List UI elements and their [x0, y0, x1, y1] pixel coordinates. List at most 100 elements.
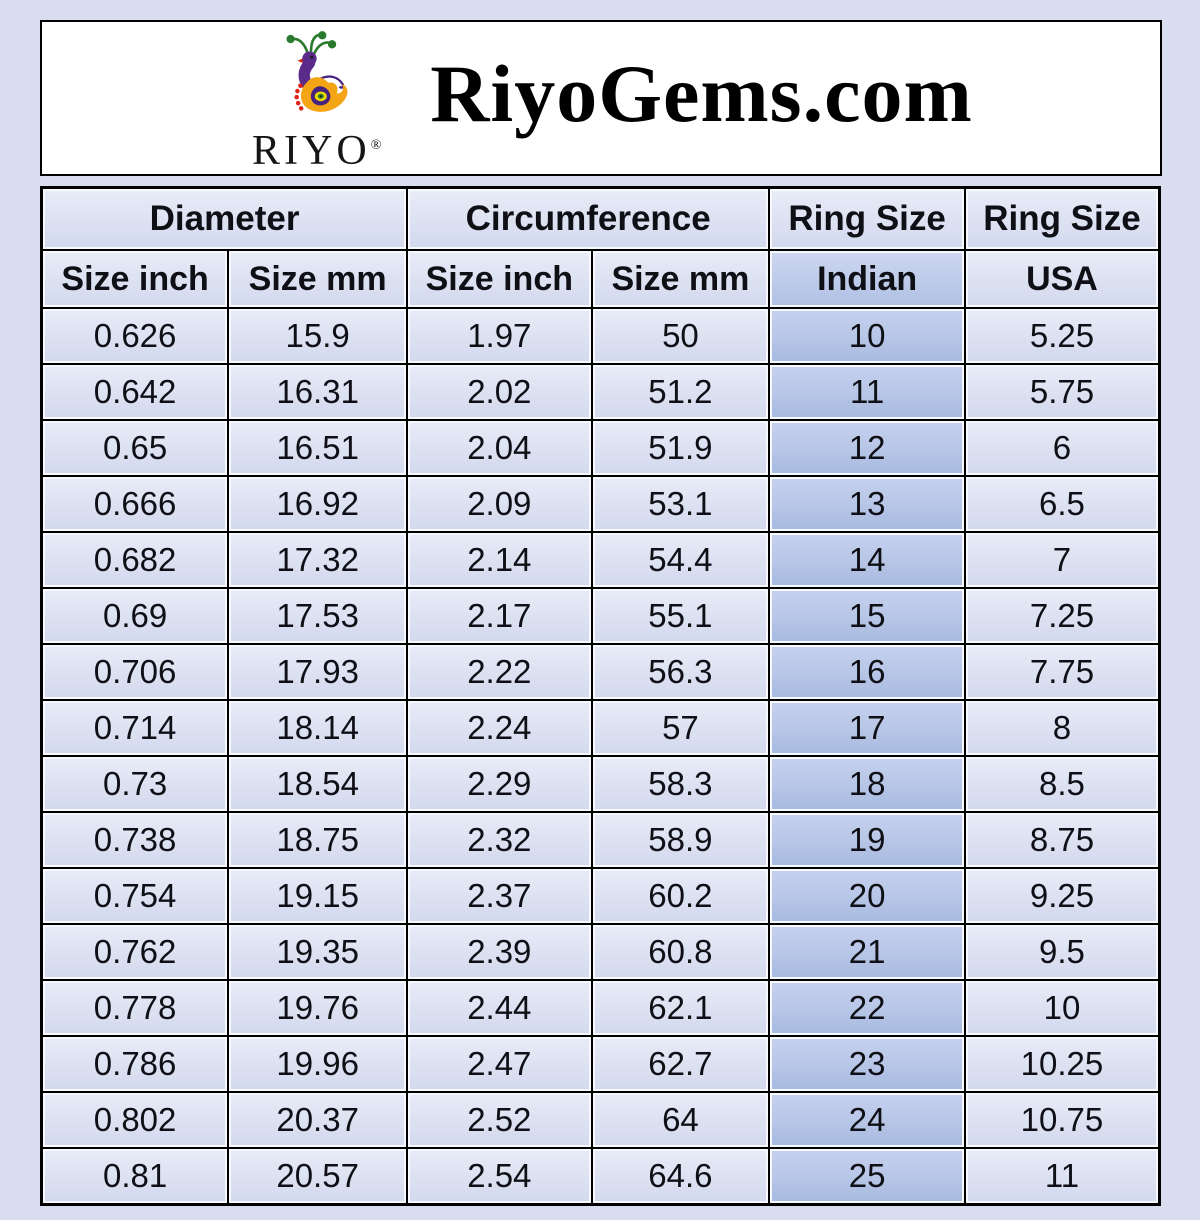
table-cell: 0.81	[40, 1147, 230, 1206]
logo-text: RIYO	[252, 128, 371, 174]
group-header-diameter: Diameter	[40, 186, 409, 251]
table-row: 0.73 18.54 2.29 58.3 18 8.5	[40, 755, 1161, 813]
table-cell: 60.8	[590, 923, 771, 981]
table-cell: 8.5	[963, 755, 1161, 813]
table-cell: 6.5	[963, 475, 1161, 533]
table-cell: 14	[768, 531, 966, 589]
table-cell: 16	[768, 643, 966, 701]
table-cell: 19.35	[227, 923, 409, 981]
table-cell: 55.1	[590, 587, 771, 645]
table-cell: 20.57	[227, 1147, 409, 1206]
table-cell: 19.96	[227, 1035, 409, 1093]
table-cell: 19.76	[227, 979, 409, 1037]
table-cell: 0.738	[40, 811, 230, 869]
table-cell: 58.3	[590, 755, 771, 813]
table-cell: 18.54	[227, 755, 409, 813]
table-row: 0.786 19.96 2.47 62.7 23 10.25	[40, 1035, 1161, 1093]
col-header-circumference-size-inch: Size inch	[406, 249, 593, 309]
table-cell: 56.3	[590, 643, 771, 701]
col-header-indian: Indian	[768, 249, 966, 309]
table-cell: 9.5	[963, 923, 1161, 981]
table-cell: 7	[963, 531, 1161, 589]
table-row: 0.738 18.75 2.32 58.9 19 8.75	[40, 811, 1161, 869]
table-header: Diameter Circumference Ring Size Ring Si…	[40, 186, 1161, 309]
table-cell: 2.09	[406, 475, 593, 533]
table-cell: 21	[768, 923, 966, 981]
table-cell: 0.754	[40, 867, 230, 925]
table-cell: 16.92	[227, 475, 409, 533]
table-cell: 19	[768, 811, 966, 869]
table-row: 0.666 16.92 2.09 53.1 13 6.5	[40, 475, 1161, 533]
table-cell: 8	[963, 699, 1161, 757]
table-cell: 0.626	[40, 307, 230, 365]
table-cell: 25	[768, 1147, 966, 1206]
col-header-diameter-size-inch: Size inch	[40, 249, 230, 309]
table-cell: 7.25	[963, 587, 1161, 645]
table-cell: 20	[768, 867, 966, 925]
table-cell: 20.37	[227, 1091, 409, 1149]
table-cell: 2.32	[406, 811, 593, 869]
site-title: RiyoGems.com	[430, 48, 973, 139]
table-cell: 0.762	[40, 923, 230, 981]
col-header-circumference-size-mm: Size mm	[590, 249, 771, 309]
table-cell: 0.73	[40, 755, 230, 813]
table-cell: 2.14	[406, 531, 593, 589]
registered-trademark-symbol: ®	[370, 138, 382, 153]
table-cell: 1.97	[406, 307, 593, 365]
table-cell: 10	[768, 307, 966, 365]
table-cell: 16.51	[227, 419, 409, 477]
table-cell: 0.642	[40, 363, 230, 421]
table-row: 0.626 15.9 1.97 50 10 5.25	[40, 307, 1161, 365]
page: RIYO® RiyoGems.com Diameter Circumferenc…	[0, 20, 1200, 1206]
table-cell: 60.2	[590, 867, 771, 925]
logo-wordmark: RIYO®	[252, 130, 381, 172]
table-cell: 0.802	[40, 1091, 230, 1149]
table-cell: 2.37	[406, 867, 593, 925]
table-row: 0.714 18.14 2.24 57 17 8	[40, 699, 1161, 757]
table-cell: 10.25	[963, 1035, 1161, 1093]
table-cell: 57	[590, 699, 771, 757]
table-row: 0.682 17.32 2.14 54.4 14 7	[40, 531, 1161, 589]
group-header-ring-size-indian: Ring Size	[768, 186, 966, 251]
table-cell: 2.52	[406, 1091, 593, 1149]
table-cell: 64.6	[590, 1147, 771, 1206]
table-cell: 10.75	[963, 1091, 1161, 1149]
table-cell: 17.93	[227, 643, 409, 701]
table-row: 0.65 16.51 2.04 51.9 12 6	[40, 419, 1161, 477]
table-cell: 11	[768, 363, 966, 421]
table-cell: 0.666	[40, 475, 230, 533]
table-row: 0.762 19.35 2.39 60.8 21 9.5	[40, 923, 1161, 981]
table-cell: 62.1	[590, 979, 771, 1037]
table-cell: 18	[768, 755, 966, 813]
table-cell: 19.15	[227, 867, 409, 925]
group-header-circumference: Circumference	[406, 186, 771, 251]
table-cell: 62.7	[590, 1035, 771, 1093]
col-header-diameter-size-mm: Size mm	[227, 249, 409, 309]
table-cell: 18.14	[227, 699, 409, 757]
table-row: 0.69 17.53 2.17 55.1 15 7.25	[40, 587, 1161, 645]
table-cell: 0.65	[40, 419, 230, 477]
table-cell: 16.31	[227, 363, 409, 421]
group-header-ring-size-usa: Ring Size	[963, 186, 1161, 251]
table-cell: 11	[963, 1147, 1161, 1206]
table-cell: 18.75	[227, 811, 409, 869]
table-cell: 23	[768, 1035, 966, 1093]
table-cell: 7.75	[963, 643, 1161, 701]
table-row: 0.642 16.31 2.02 51.2 11 5.75	[40, 363, 1161, 421]
table-cell: 15	[768, 587, 966, 645]
peacock-logo-icon	[286, 31, 348, 112]
table-cell: 5.25	[963, 307, 1161, 365]
table-cell: 6	[963, 419, 1161, 477]
table-cell: 15.9	[227, 307, 409, 365]
table-cell: 0.682	[40, 531, 230, 589]
table-row: 0.778 19.76 2.44 62.1 22 10	[40, 979, 1161, 1037]
table-cell: 0.786	[40, 1035, 230, 1093]
table-row: 0.754 19.15 2.37 60.2 20 9.25	[40, 867, 1161, 925]
table-cell: 2.54	[406, 1147, 593, 1206]
table-cell: 2.39	[406, 923, 593, 981]
table-cell: 51.9	[590, 419, 771, 477]
ring-size-table-body: 0.626 15.9 1.97 50 10 5.25 0.642 16.31 2.02 51.2 1…	[40, 307, 1161, 1206]
table-cell: 58.9	[590, 811, 771, 869]
brand-header: RIYO® RiyoGems.com	[40, 20, 1162, 176]
col-header-usa: USA	[963, 249, 1161, 309]
